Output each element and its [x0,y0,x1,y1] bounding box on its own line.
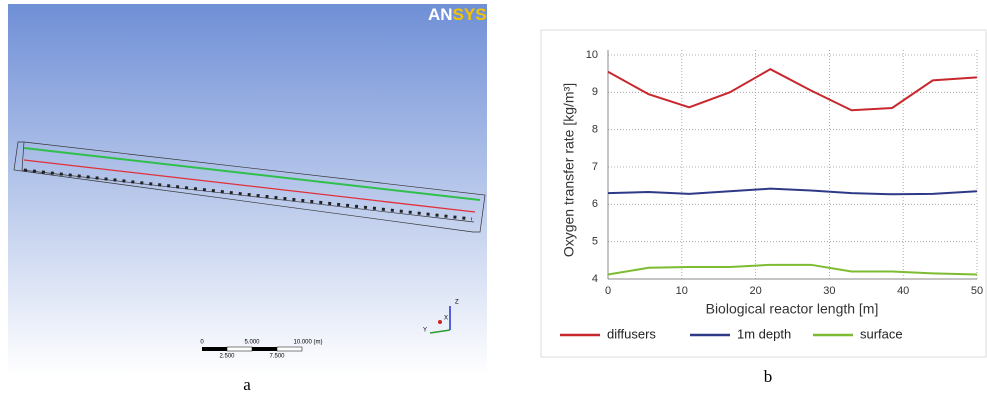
scale-label: 10.000 (m) [293,340,322,346]
triad-y [429,329,451,334]
x-tick-label: 30 [823,285,835,297]
y-tick-label: 5 [592,236,598,248]
panel-label: b [764,367,773,386]
scale-label: 5.000 [244,340,260,346]
legend-label: surface [860,326,903,341]
scale-label: 7.500 [269,354,285,360]
triad-label: Y [423,328,427,334]
logo: ANSYS [428,5,487,24]
y-tick-label: 4 [592,273,598,285]
diffusers [23,168,473,221]
panel-label: a [243,375,251,394]
scale-bar [276,346,303,352]
triad-label: X [444,316,448,322]
series-line [607,263,978,276]
panel-a: ANSYS 0 5.000 10.000 (m) 2.500 7.500 Z X… [8,4,487,394]
x-tick-label: 20 [749,285,761,297]
scale-bar [226,346,253,352]
scale-label: 2.500 [219,354,235,360]
y-tick-label: 6 [592,198,598,210]
y-tick-label: 8 [592,124,598,136]
y-tick-label: 10 [586,49,598,61]
x-tick-label: 50 [971,285,983,297]
legend-label: 1m depth [737,326,791,341]
scale-bar [252,347,277,351]
x-tick-label: 40 [897,285,909,297]
scale-bar [202,347,227,351]
y-tick-label: 9 [592,86,598,98]
y-axis-title: Oxygen transfer rate [kg/m³] [561,83,577,257]
logo-sys: SYS [453,5,487,24]
diffuser-line [23,159,476,213]
x-tick-label: 0 [605,285,611,297]
x-tick-label: 10 [676,285,688,297]
scale-label: 0 [200,340,204,346]
triad-x [438,320,442,324]
box-edge [21,141,25,171]
y-tick-label: 7 [592,161,598,173]
series-line [607,68,978,112]
viewport [8,4,487,375]
logo-an: AN [428,5,453,24]
x-axis-title: Biological reactor length [m] [706,301,879,317]
series-line [607,187,978,196]
surface-line [23,147,481,201]
triad-label: Z [455,300,459,306]
legend-label: diffusers [607,326,656,341]
